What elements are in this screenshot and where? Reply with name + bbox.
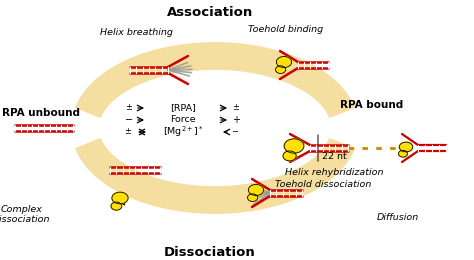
Ellipse shape [275, 66, 286, 74]
Text: ±: ± [125, 127, 131, 136]
Text: Force: Force [170, 115, 196, 125]
Ellipse shape [283, 151, 296, 161]
Text: Complex
dissociation: Complex dissociation [0, 205, 50, 224]
Text: Toehold dissociation: Toehold dissociation [275, 180, 371, 189]
Text: Helix breathing: Helix breathing [100, 28, 173, 37]
Text: ±: ± [126, 103, 132, 113]
Text: Toehold binding: Toehold binding [248, 25, 323, 34]
Ellipse shape [399, 142, 413, 152]
Text: Helix rehybridization: Helix rehybridization [285, 168, 383, 177]
Text: 22 nt: 22 nt [322, 152, 347, 161]
Text: −: − [231, 127, 238, 136]
Text: $[\rm{Mg}^{2+}]^*$: $[\rm{Mg}^{2+}]^*$ [163, 125, 203, 139]
Text: RPA bound: RPA bound [340, 100, 403, 110]
Text: −: − [125, 115, 133, 125]
Text: RPA unbound: RPA unbound [2, 108, 80, 118]
Text: Dissociation: Dissociation [164, 246, 256, 259]
Text: +: + [232, 115, 240, 125]
Text: [RPA]: [RPA] [170, 103, 196, 113]
Text: ±: ± [233, 103, 239, 113]
Text: Association: Association [167, 6, 253, 19]
Ellipse shape [111, 202, 122, 210]
Ellipse shape [248, 185, 264, 196]
Text: Diffusion: Diffusion [377, 213, 419, 222]
Ellipse shape [276, 56, 292, 68]
Ellipse shape [399, 150, 408, 157]
Ellipse shape [247, 194, 258, 202]
Ellipse shape [112, 192, 128, 204]
Ellipse shape [284, 139, 304, 153]
